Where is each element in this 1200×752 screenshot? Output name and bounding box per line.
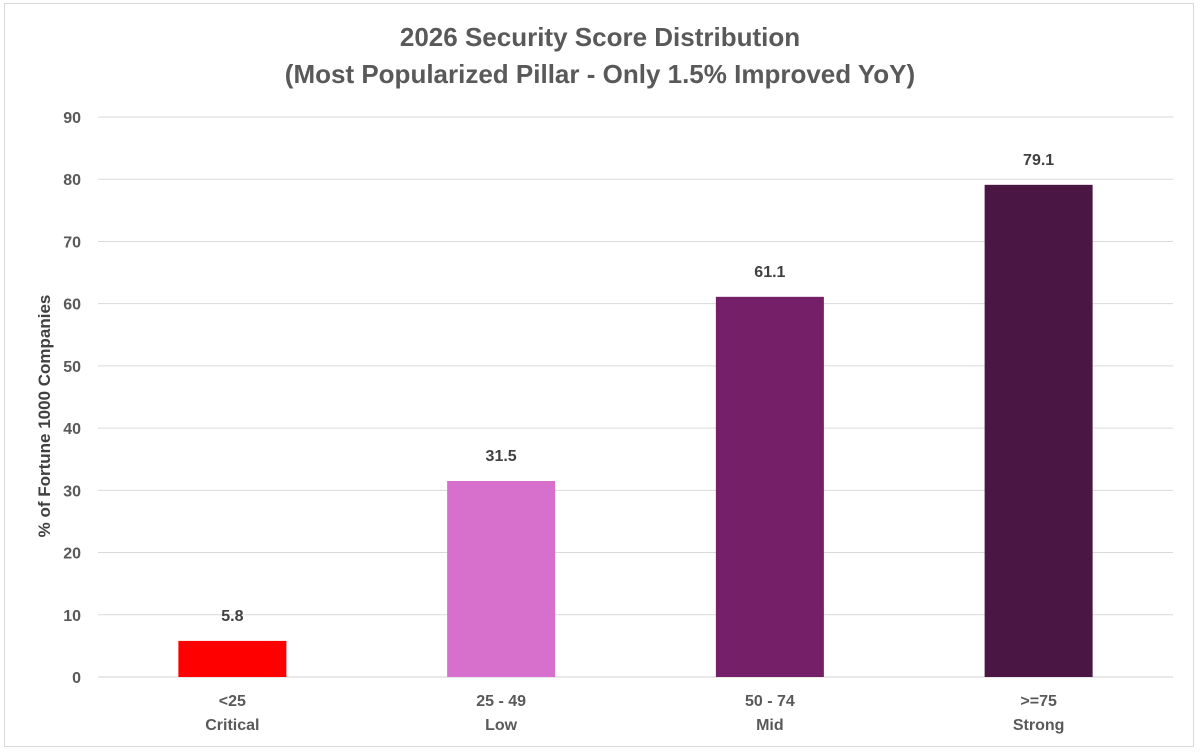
y-tick-label: 90: [63, 110, 81, 127]
data-label: 61.1: [754, 264, 785, 281]
y-tick-label: 20: [63, 546, 81, 563]
x-tick-label: Mid: [756, 717, 784, 734]
y-tick-label: 30: [63, 483, 81, 500]
data-label: 31.5: [486, 448, 517, 465]
x-tick-label: 50 - 74: [745, 693, 795, 710]
y-tick-label: 80: [63, 172, 81, 189]
x-tick-label: <25: [219, 693, 246, 710]
bar: [447, 481, 556, 677]
x-tick-label: 25 - 49: [476, 693, 526, 710]
x-tick-label: Strong: [1013, 717, 1065, 734]
bar: [984, 184, 1093, 678]
chart-title: 2026 Security Score Distribution: [399, 22, 801, 52]
bar: [178, 640, 287, 677]
data-label: 79.1: [1023, 152, 1054, 169]
data-label: 5.8: [221, 608, 243, 625]
y-tick-label: 70: [63, 234, 81, 251]
x-tick-label: Low: [485, 717, 518, 734]
y-tick-label: 40: [63, 421, 81, 438]
y-tick-label: 50: [63, 359, 81, 376]
chart-subtitle: (Most Popularized Pillar - Only 1.5% Imp…: [284, 59, 916, 89]
x-tick-label: Critical: [205, 717, 259, 734]
y-tick-label: 60: [63, 297, 81, 314]
y-tick-label: 0: [72, 670, 81, 687]
bar: [715, 296, 824, 677]
y-tick-label: 10: [63, 608, 81, 625]
x-tick-label: >=75: [1020, 693, 1057, 710]
